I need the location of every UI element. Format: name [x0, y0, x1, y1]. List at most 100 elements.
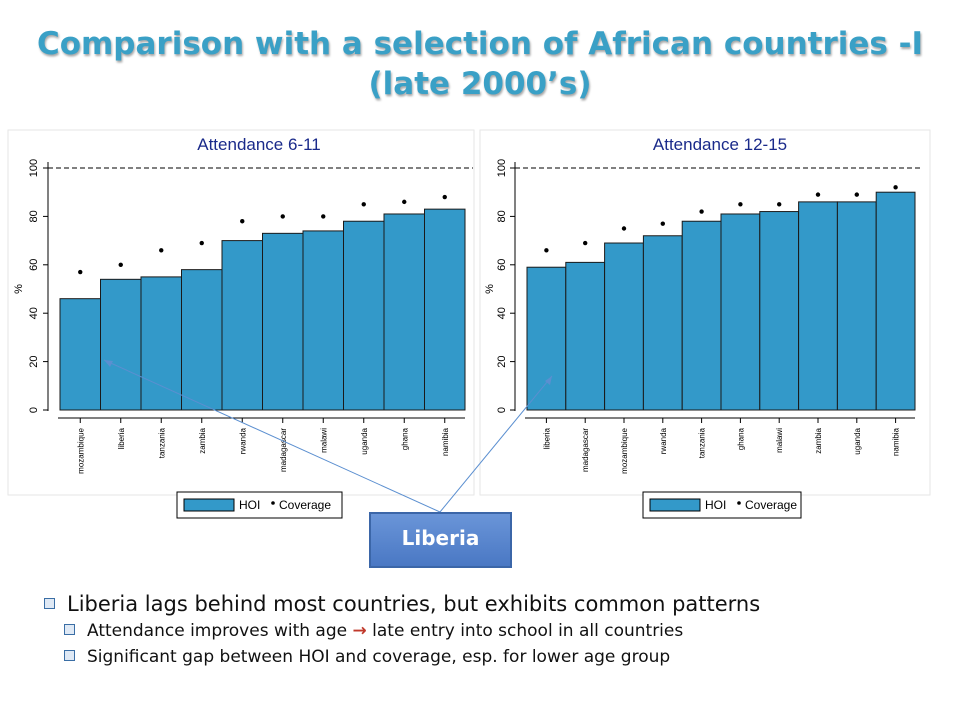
chart-title-left: Attendance 6-11: [197, 135, 321, 154]
category-label-right: ghana: [736, 427, 745, 450]
coverage-point-left: [240, 219, 245, 224]
coverage-point-left: [118, 262, 123, 267]
checkbox-bullet-icon: [44, 597, 55, 609]
y-tick-label-left: 100: [28, 159, 40, 177]
slide-title: Comparison with a selection of African c…: [0, 24, 960, 104]
chart-title-right: Attendance 12-15: [653, 135, 787, 154]
hoi-bar-left: [262, 232, 304, 411]
coverage-point-left: [280, 214, 285, 219]
category-label-left: malawi: [319, 428, 328, 453]
coverage-point-left: [361, 202, 366, 207]
hoi-bar-right: [836, 201, 877, 411]
hoi-bar-right: [604, 242, 644, 411]
coverage-point-left: [321, 214, 326, 219]
y-tick-label-left: 80: [28, 210, 40, 222]
category-label-left: zambia: [198, 427, 207, 453]
coverage-point-right: [854, 192, 859, 197]
legend-coverage-marker-left: [271, 501, 275, 505]
category-label-left: madagascar: [279, 428, 288, 472]
category-label-right: zambia: [814, 427, 823, 453]
legend-hoi-swatch-right: [649, 498, 701, 512]
slide-title-line1: Comparison with a selection of African c…: [36, 26, 924, 62]
coverage-point-right: [777, 202, 782, 207]
callout-arrowhead-left: [104, 360, 113, 367]
bullet-sub-1-text-b: late entry into school in all countries: [366, 621, 684, 641]
coverage-point-right: [738, 202, 743, 207]
hoi-bar-left: [181, 269, 223, 411]
category-label-right: liberia: [542, 427, 551, 449]
callout-arrow-left: [103, 359, 441, 513]
bullet-main-text: Liberia lags behind most countries, but …: [67, 592, 761, 616]
hoi-bar-left: [221, 240, 263, 411]
bullet-sub-1-text-a: Attendance improves with age: [87, 621, 353, 641]
hoi-bar-right: [565, 261, 606, 411]
y-tick-label-left: 60: [28, 259, 40, 271]
legend-coverage-marker-right: [737, 501, 741, 505]
y-tick-label-left: 0: [28, 407, 40, 413]
slide-title-line2: (late 2000’s): [368, 66, 592, 102]
bullet-sub-2: Significant gap between HOI and coverage…: [64, 644, 938, 670]
category-label-right: namibia: [892, 427, 901, 456]
y-tick-label-right: 80: [496, 210, 508, 222]
category-label-left: ghana: [400, 427, 409, 450]
legend-coverage-label-right: Coverage: [745, 498, 797, 512]
callout-arrowhead-right: [545, 376, 552, 385]
coverage-point-right: [660, 221, 665, 226]
callout-arrow-right: [439, 375, 553, 513]
hoi-bar-right: [798, 201, 838, 411]
coverage-point-right: [621, 226, 627, 231]
category-label-left: rwanda: [238, 427, 247, 454]
category-label-left: namibia: [441, 427, 450, 456]
category-label-right: mozambique: [620, 427, 629, 473]
checkbox-bullet-icon: [64, 623, 75, 635]
y-axis-label-left: %: [13, 284, 25, 294]
coverage-point-left: [159, 248, 164, 253]
category-label-left: tanzania: [157, 427, 166, 458]
hoi-bar-right: [526, 266, 567, 411]
y-tick-label-left: 20: [28, 355, 40, 367]
y-tick-label-right: 40: [496, 307, 508, 319]
category-label-left: mozambique: [76, 427, 85, 473]
y-tick-label-right: 20: [496, 355, 508, 367]
hoi-bar-left: [343, 220, 385, 411]
y-tick-label-left: 40: [28, 307, 40, 319]
bullet-sub-1: Attendance improves with age → late entr…: [64, 618, 938, 644]
coverage-point-right: [699, 209, 704, 214]
coverage-point-left: [402, 199, 407, 205]
hoi-bar-right: [759, 211, 800, 411]
category-label-right: rwanda: [659, 427, 668, 454]
category-label-right: tanzania: [698, 427, 707, 458]
bullet-sub-2-text: Significant gap between HOI and coverage…: [87, 647, 671, 667]
hoi-bar-left: [100, 278, 142, 411]
category-label-right: malawi: [775, 428, 784, 453]
category-label-left: liberia: [117, 427, 126, 449]
coverage-point-left: [199, 240, 204, 246]
coverage-point-right: [544, 248, 549, 253]
hoi-bar-left: [383, 213, 425, 411]
hoi-bar-right: [681, 220, 722, 411]
hoi-bar-right: [642, 235, 683, 411]
category-label-left: uganda: [360, 427, 369, 454]
bullet-list: Liberia lags behind most countries, but …: [28, 590, 938, 670]
hoi-bar-right: [875, 191, 916, 411]
bullet-main: Liberia lags behind most countries, but …: [28, 590, 938, 618]
y-tick-label-right: 60: [496, 259, 508, 271]
legend-coverage-label-left: Coverage: [279, 498, 331, 512]
legend-hoi-label-right: HOI: [705, 498, 726, 512]
coverage-point-left: [78, 269, 83, 275]
hoi-bar-left: [59, 298, 101, 411]
y-tick-label-right: 0: [496, 407, 508, 413]
right-arrow-icon: →: [352, 621, 367, 641]
category-label-right: madagascar: [581, 428, 590, 472]
coverage-point-right: [893, 185, 898, 190]
legend-hoi-swatch-left: [183, 498, 235, 512]
hoi-bar-right: [720, 213, 761, 411]
hoi-bar-left: [302, 230, 344, 411]
coverage-point-right: [815, 192, 821, 197]
liberia-callout-box: Liberia: [369, 512, 512, 568]
y-axis-label-right: %: [484, 284, 496, 294]
coverage-point-right: [583, 240, 588, 246]
hoi-bar-left: [140, 276, 182, 411]
coverage-point-left: [442, 194, 447, 200]
